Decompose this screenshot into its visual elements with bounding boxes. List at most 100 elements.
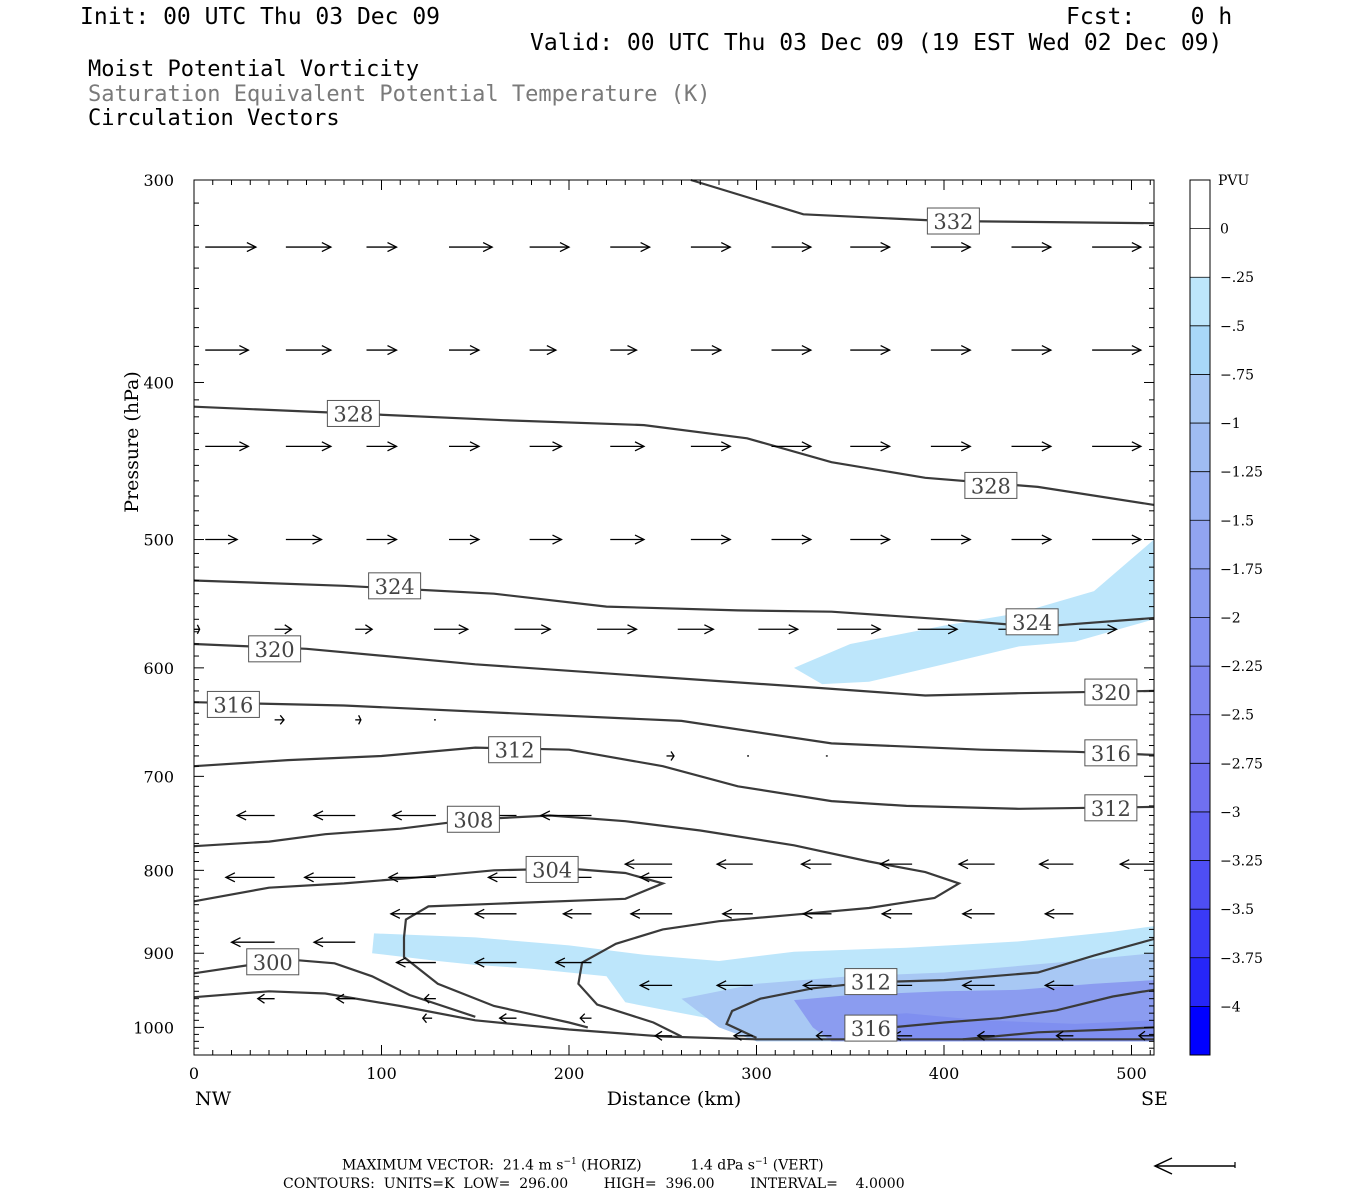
vector-head xyxy=(561,908,573,919)
vector-10-3 xyxy=(629,908,673,919)
vector-head xyxy=(634,534,646,545)
x-end-label-right: SE xyxy=(1141,1088,1168,1110)
vector-13-5 xyxy=(1043,980,1074,991)
vector-15-1 xyxy=(498,1013,517,1024)
vector-head xyxy=(239,441,250,452)
vector-2-7 xyxy=(771,441,813,452)
vector-head xyxy=(196,624,201,635)
vector-head xyxy=(801,344,813,356)
colorbar-label-14: −3.5 xyxy=(1220,902,1254,918)
vector-head xyxy=(279,714,285,725)
max-vector-reference-arrow xyxy=(1153,1157,1236,1175)
colorbar-label-11: −2.75 xyxy=(1220,756,1263,772)
vector-head xyxy=(960,344,972,356)
contour-label-box xyxy=(1084,739,1138,767)
vector-3-3 xyxy=(449,534,481,545)
circulation-vectors xyxy=(194,242,1154,1041)
vector-0-9 xyxy=(930,242,972,253)
vector-head xyxy=(335,993,345,1004)
vector-1-2 xyxy=(366,344,398,356)
vector-head xyxy=(387,344,398,356)
contour-label-text: 312 xyxy=(495,739,535,763)
vector-4-3 xyxy=(434,624,470,635)
contour-label-box xyxy=(368,572,422,600)
contour-label-324-4: 324 xyxy=(1005,608,1059,636)
vector-0-7 xyxy=(771,242,813,253)
vector-2-3 xyxy=(449,441,481,452)
contour-label-box xyxy=(926,207,980,235)
vector-8-2 xyxy=(800,859,832,870)
vector-2-10 xyxy=(1011,441,1053,452)
colorbar-label-6: −1.5 xyxy=(1220,513,1254,529)
vector-head xyxy=(627,344,638,356)
colorbar-label-3: −.75 xyxy=(1220,367,1254,383)
vector-head xyxy=(224,872,236,883)
vector-0-1 xyxy=(285,242,333,253)
colorbar-swatch-13 xyxy=(1190,811,1210,862)
vector-13-1 xyxy=(715,980,753,991)
contour-316-7 xyxy=(193,701,1155,756)
vector-head xyxy=(654,1030,663,1041)
vector-head xyxy=(498,1013,507,1024)
vector-head xyxy=(539,810,551,821)
vector-0-11 xyxy=(1092,242,1143,253)
x-end-label-left: NW xyxy=(195,1088,232,1110)
vector-1-8 xyxy=(850,344,892,356)
vector-head xyxy=(960,441,972,452)
vector-10-7 xyxy=(961,908,995,919)
contour-label-text: 328 xyxy=(971,474,1011,498)
colorbar-swatch-16 xyxy=(1190,957,1210,1007)
colorbar-label-5: −1.25 xyxy=(1220,465,1263,481)
colorbar-swatch-4 xyxy=(1190,374,1210,424)
x-tick-label-100: 100 xyxy=(366,1064,397,1083)
max-vector-line: MAXIMUM VECTOR: 21.4 m s−1 (HORIZ) 1.4 d… xyxy=(342,1157,824,1174)
contour-label-box xyxy=(246,948,300,976)
vector-head xyxy=(947,624,959,635)
colorbar-swatch-8 xyxy=(1190,568,1210,618)
contour-320-5 xyxy=(193,642,1155,697)
vector-head xyxy=(312,810,324,821)
vector-16-5 xyxy=(1055,1030,1074,1041)
colorbar-swatch-6 xyxy=(1190,471,1210,521)
vector-1-10 xyxy=(1011,344,1053,356)
colorbar-label-12: −3 xyxy=(1220,805,1241,821)
contour-label-text: 312 xyxy=(1091,797,1131,821)
vector-head xyxy=(469,441,481,452)
contour-label-312-15: 312 xyxy=(844,968,898,996)
vector-head xyxy=(321,441,333,452)
vector-1-7 xyxy=(771,344,813,356)
vector-10-2 xyxy=(561,908,592,919)
vector-3-0 xyxy=(205,534,239,545)
vector-2-4 xyxy=(529,441,563,452)
vector-head xyxy=(715,859,727,870)
contour-316-16 xyxy=(868,988,1155,1031)
vector-head xyxy=(482,242,494,253)
vector-13-2 xyxy=(801,980,832,991)
vector-head xyxy=(815,1030,823,1041)
vector-1-11 xyxy=(1092,344,1143,356)
vector-12-1 xyxy=(473,957,517,968)
pv-region-0 xyxy=(794,539,1154,685)
vector-head xyxy=(421,1013,427,1024)
contour-label-box xyxy=(964,471,1018,499)
y-axis-label: Pressure (hPa) xyxy=(121,371,143,513)
contour-label-316-7: 316 xyxy=(206,690,260,718)
vector-head xyxy=(230,937,241,948)
vector-8-6 xyxy=(1118,859,1154,870)
contour-label-text: 316 xyxy=(1091,742,1131,766)
vector-2-8 xyxy=(850,441,892,452)
vector-head xyxy=(1041,242,1053,253)
colorbar-swatch-14 xyxy=(1190,860,1210,910)
vector-head xyxy=(880,441,892,452)
vector-1-5 xyxy=(610,344,638,356)
contour-label-text: 324 xyxy=(1012,611,1052,635)
contour-label-328-1: 328 xyxy=(326,399,380,427)
vector-2-0 xyxy=(205,441,250,452)
vector-head xyxy=(473,908,485,919)
vector-9-1 xyxy=(303,872,356,883)
colorbar-swatch-17 xyxy=(1190,1006,1210,1056)
vector-head xyxy=(365,624,374,635)
vector-3-5 xyxy=(610,534,646,545)
vector-head xyxy=(880,908,892,919)
contour-label-text: 316 xyxy=(851,1017,891,1041)
